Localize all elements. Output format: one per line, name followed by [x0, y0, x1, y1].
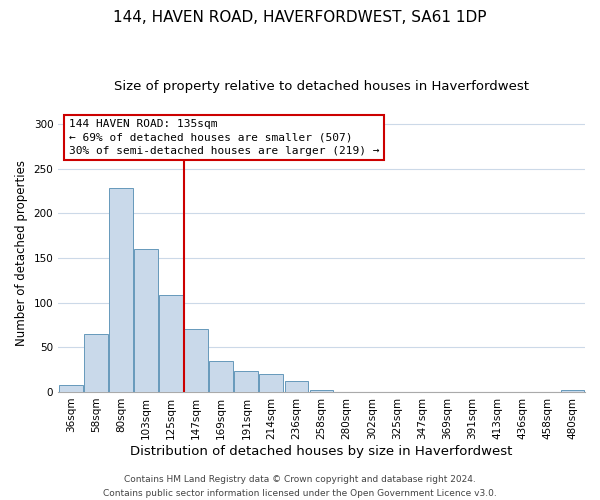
- Bar: [134, 249, 158, 392]
- Bar: [159, 296, 183, 392]
- Bar: [235, 370, 258, 392]
- Bar: [259, 374, 283, 392]
- Bar: [59, 385, 83, 392]
- Title: Size of property relative to detached houses in Haverfordwest: Size of property relative to detached ho…: [114, 80, 529, 93]
- Text: 144, HAVEN ROAD, HAVERFORDWEST, SA61 1DP: 144, HAVEN ROAD, HAVERFORDWEST, SA61 1DP: [113, 10, 487, 25]
- Bar: [209, 360, 233, 392]
- Bar: [184, 330, 208, 392]
- X-axis label: Distribution of detached houses by size in Haverfordwest: Distribution of detached houses by size …: [130, 444, 513, 458]
- Text: Contains HM Land Registry data © Crown copyright and database right 2024.
Contai: Contains HM Land Registry data © Crown c…: [103, 476, 497, 498]
- Bar: [310, 390, 334, 392]
- Bar: [284, 381, 308, 392]
- Bar: [109, 188, 133, 392]
- Text: 144 HAVEN ROAD: 135sqm
← 69% of detached houses are smaller (507)
30% of semi-de: 144 HAVEN ROAD: 135sqm ← 69% of detached…: [69, 119, 379, 156]
- Y-axis label: Number of detached properties: Number of detached properties: [15, 160, 28, 346]
- Bar: [84, 334, 108, 392]
- Bar: [560, 390, 584, 392]
